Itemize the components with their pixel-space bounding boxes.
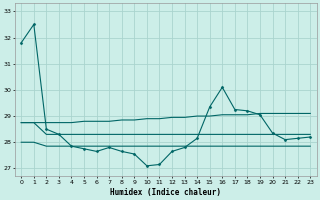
X-axis label: Humidex (Indice chaleur): Humidex (Indice chaleur) bbox=[110, 188, 221, 197]
